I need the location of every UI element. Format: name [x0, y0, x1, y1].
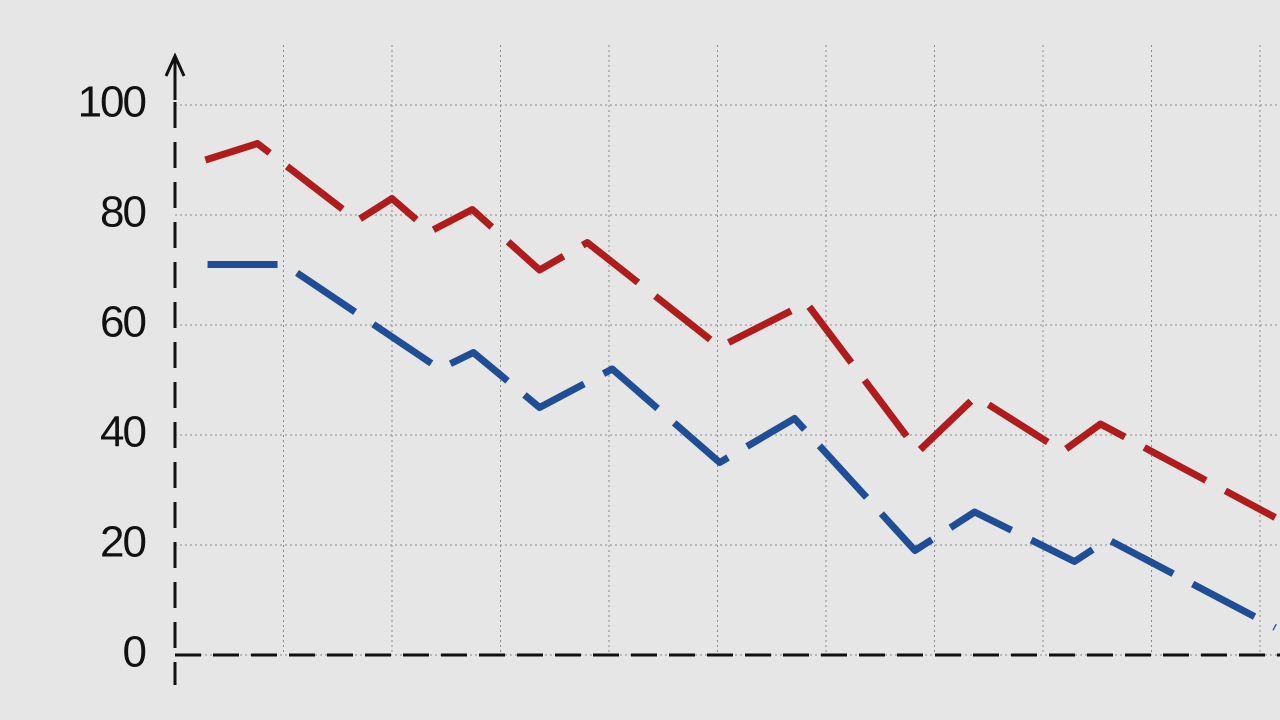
y-tick-labels: 0 20 40 60 80 100	[78, 78, 148, 677]
grid	[175, 45, 1280, 656]
y-tick-label: 100	[78, 78, 146, 127]
y-tick-label: 40	[100, 408, 145, 457]
series-line	[207, 261, 1277, 631]
y-axis-arrow	[164, 52, 186, 100]
y-tick-label: 0	[123, 628, 146, 677]
y-tick-label: 80	[100, 188, 145, 237]
series-line	[204, 140, 1277, 521]
plot-area	[175, 140, 1280, 657]
y-tick-label: 60	[100, 298, 145, 347]
y-tick-label: 20	[100, 518, 145, 567]
